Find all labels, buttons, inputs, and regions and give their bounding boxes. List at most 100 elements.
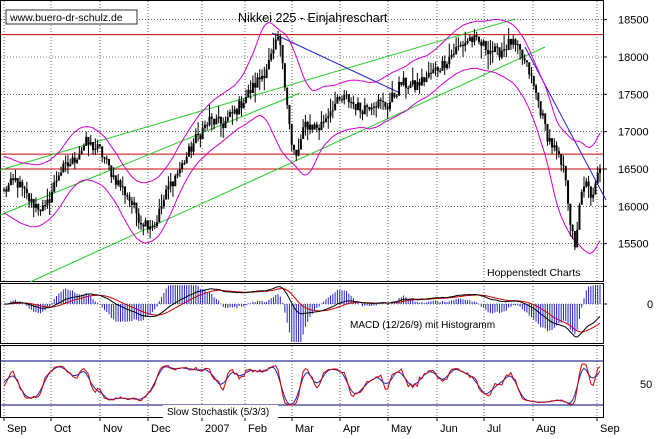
price-body	[487, 49, 490, 55]
price-body	[18, 181, 21, 188]
price-body	[101, 146, 104, 158]
price-body	[585, 181, 588, 187]
price-body	[30, 198, 33, 202]
price-body	[215, 118, 218, 125]
price-body	[491, 50, 494, 53]
price-body	[174, 175, 177, 187]
price-body	[185, 156, 188, 164]
price-body	[235, 109, 238, 115]
price-body	[347, 94, 350, 103]
price-body	[500, 50, 503, 58]
price-body	[53, 182, 56, 192]
resistance-line	[271, 32, 401, 94]
price-body	[219, 116, 222, 124]
price-body	[345, 94, 348, 96]
price-body	[34, 204, 37, 208]
price-body	[324, 118, 327, 123]
price-body	[16, 178, 19, 188]
price-body	[117, 180, 120, 185]
price-body	[366, 105, 369, 107]
price-body	[299, 139, 302, 150]
price-body	[322, 121, 325, 123]
price-body	[233, 109, 236, 114]
price-body	[265, 69, 268, 79]
price-body	[187, 146, 190, 157]
price-body	[149, 226, 152, 230]
price-body	[155, 222, 158, 227]
price-body	[464, 42, 467, 46]
price-body	[418, 82, 421, 86]
price-body	[587, 181, 590, 187]
price-body	[304, 121, 307, 128]
price-body	[318, 128, 321, 131]
price-body	[363, 105, 366, 115]
price-body	[311, 124, 314, 130]
price-body	[331, 110, 334, 112]
price-body	[48, 199, 51, 203]
lower-band-line	[3, 67, 601, 254]
price-body	[343, 95, 346, 101]
price-body	[539, 101, 542, 116]
price-body	[583, 186, 586, 192]
price-body	[12, 178, 15, 181]
price-body	[222, 123, 225, 129]
x-tick-label: Jul	[487, 423, 501, 435]
price-body	[126, 195, 129, 197]
price-body	[532, 75, 535, 86]
stochastic-series	[1, 360, 603, 406]
price-body	[137, 213, 140, 223]
price-body	[203, 124, 206, 129]
price-body	[420, 77, 423, 86]
price-body	[50, 191, 53, 203]
price-body	[414, 80, 417, 90]
price-body	[441, 61, 444, 71]
price-body	[272, 49, 275, 54]
price-body	[334, 103, 337, 111]
price-body	[372, 106, 375, 108]
price-body	[580, 191, 583, 205]
price-body	[493, 46, 496, 53]
price-body	[379, 99, 382, 101]
price-body	[130, 200, 133, 205]
price-body	[484, 40, 487, 50]
x-tick-label: May	[391, 423, 412, 435]
price-body	[103, 157, 106, 159]
price-body	[240, 100, 243, 109]
price-body	[457, 46, 460, 48]
price-body	[368, 106, 371, 110]
price-body	[135, 202, 138, 214]
price-body	[471, 37, 474, 42]
price-body	[110, 165, 113, 178]
macd-tick-label: 0	[647, 299, 653, 311]
price-body	[226, 117, 229, 121]
price-body	[85, 136, 88, 146]
price-body	[98, 144, 101, 147]
price-body	[384, 101, 387, 107]
price-body	[359, 102, 362, 112]
upper-band-line	[3, 19, 601, 184]
price-body	[64, 162, 67, 164]
x-tick-label: Nov	[103, 423, 123, 435]
price-body	[46, 199, 49, 206]
macd-label: MACD (12/26/9) mit Histogramm	[350, 320, 495, 331]
price-body	[71, 157, 74, 165]
price-body	[375, 106, 378, 108]
price-body	[523, 58, 526, 61]
price-body	[468, 37, 471, 42]
price-body	[564, 165, 567, 181]
price-body	[338, 97, 341, 100]
price-body	[505, 49, 508, 51]
price-body	[119, 180, 122, 188]
price-body	[128, 196, 131, 201]
price-body	[315, 124, 318, 129]
price-body	[288, 104, 291, 124]
price-body	[9, 178, 12, 186]
y-tick-labels: 18500 18000 17500 17000 16500 16000 15500 0 50	[603, 15, 653, 391]
price-body	[238, 100, 241, 115]
price-body	[578, 204, 581, 230]
stochastic-k-line	[3, 363, 601, 406]
price-body	[327, 116, 330, 119]
price-body	[277, 37, 280, 40]
price-body	[400, 81, 403, 85]
price-body	[60, 172, 63, 176]
